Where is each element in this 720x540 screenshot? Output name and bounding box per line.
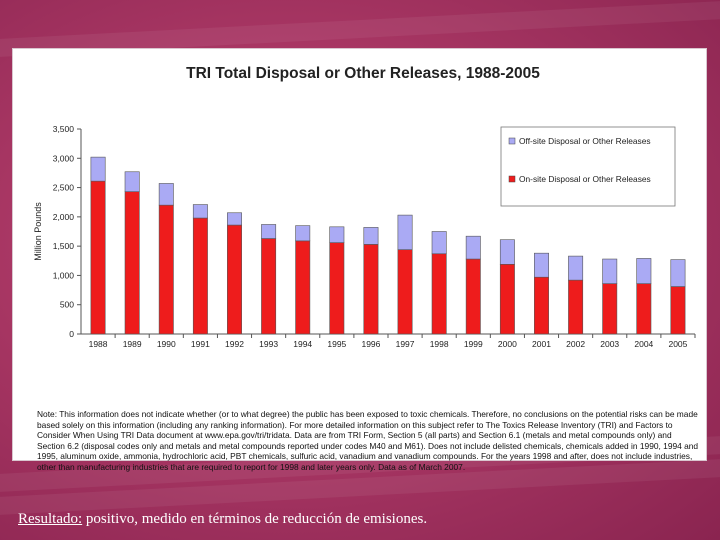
bar-onsite: [295, 240, 311, 335]
x-tick-label: 1997: [396, 339, 415, 349]
y-tick-label: 3,500: [53, 124, 75, 134]
caption-text: positivo, medido en términos de reducció…: [82, 511, 428, 527]
x-tick-label: 1996: [361, 339, 380, 349]
x-tick-label: 1993: [259, 339, 278, 349]
bar-onsite: [158, 204, 174, 335]
bar-offsite: [192, 204, 208, 219]
x-tick-label: 1999: [464, 339, 483, 349]
bar-onsite: [90, 180, 106, 335]
caption-lead: Resultado:: [18, 511, 83, 527]
y-tick-label: 1,500: [53, 241, 75, 251]
y-tick-label: 2,500: [53, 183, 75, 193]
bar-onsite: [261, 238, 277, 335]
x-tick-label: 2001: [532, 339, 551, 349]
bar-offsite: [670, 259, 686, 287]
x-tick-label: 2003: [600, 339, 619, 349]
bar-offsite: [465, 235, 481, 260]
bar-onsite: [636, 283, 652, 335]
y-tick-label: 3,000: [53, 153, 75, 163]
slide-caption: Resultado: positivo, medido en términos …: [18, 511, 427, 528]
x-tick-label: 2000: [498, 339, 517, 349]
bar-onsite: [602, 283, 618, 335]
bar-offsite: [90, 156, 106, 182]
chart-panel: TRI Total Disposal or Other Releases, 19…: [12, 48, 707, 472]
bar-offsite: [227, 212, 242, 226]
bar-offsite: [602, 258, 618, 284]
x-tick-label: 1988: [89, 339, 108, 349]
bar-offsite: [636, 258, 652, 284]
bar-onsite: [227, 224, 242, 335]
chart-note: Note: This information does not indicate…: [37, 409, 699, 472]
x-tick-label: 2005: [668, 339, 687, 349]
chart-title: TRI Total Disposal or Other Releases, 19…: [186, 65, 540, 82]
x-tick-label: 1995: [327, 339, 346, 349]
y-tick-label: 0: [69, 329, 74, 339]
legend-box: [500, 126, 676, 207]
bar-offsite: [158, 183, 174, 206]
bar-offsite: [431, 231, 447, 255]
bar-offsite: [363, 227, 379, 245]
x-tick-label: 2004: [634, 339, 653, 349]
x-tick-label: 1990: [157, 339, 176, 349]
y-tick-label: 1,000: [53, 270, 75, 280]
y-tick-label: 500: [60, 300, 74, 310]
x-tick-label: 1991: [191, 339, 210, 349]
bar-onsite: [431, 253, 447, 335]
bar-offsite: [295, 225, 311, 242]
x-tick-label: 1998: [430, 339, 449, 349]
bar-onsite: [670, 286, 686, 335]
legend-swatch: [508, 137, 516, 145]
bar-onsite: [192, 217, 208, 335]
chart: TRI Total Disposal or Other Releases, 19…: [33, 65, 696, 349]
bar-onsite: [465, 258, 481, 335]
legend-label: Off-site Disposal or Other Releases: [519, 136, 651, 146]
bar-onsite: [534, 276, 549, 335]
bar-offsite: [124, 171, 140, 192]
bar-offsite: [261, 224, 277, 239]
y-tick-label: 2,000: [53, 212, 75, 222]
bar-offsite: [534, 252, 549, 278]
x-tick-label: 1992: [225, 339, 244, 349]
bar-onsite: [499, 264, 515, 335]
bar-offsite: [499, 239, 515, 265]
x-tick-label: 2002: [566, 339, 585, 349]
bar-offsite: [568, 255, 584, 281]
bar-onsite: [329, 242, 345, 335]
x-tick-label: 1989: [123, 339, 142, 349]
legend-swatch: [508, 175, 516, 183]
x-tick-label: 1994: [293, 339, 312, 349]
bar-offsite: [329, 226, 345, 243]
y-axis-label: Million Pounds: [33, 202, 43, 261]
bar-onsite: [124, 191, 140, 335]
bar-onsite: [397, 249, 413, 335]
legend-label: On-site Disposal or Other Releases: [519, 174, 651, 184]
bar-onsite: [568, 279, 584, 335]
bar-onsite: [363, 244, 379, 335]
bar-offsite: [397, 214, 413, 250]
